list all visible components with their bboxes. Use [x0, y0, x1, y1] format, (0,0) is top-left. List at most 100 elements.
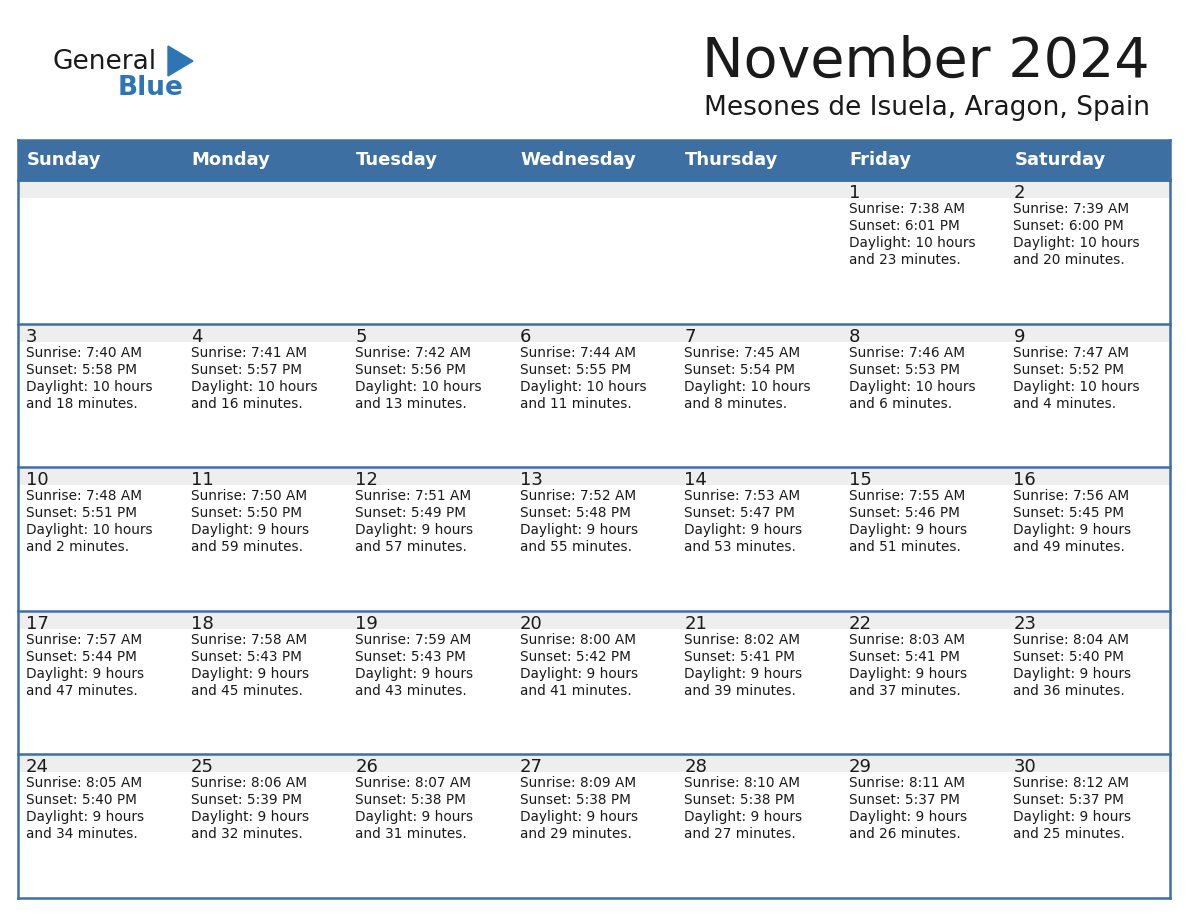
Text: Daylight: 9 hours: Daylight: 9 hours	[26, 811, 144, 824]
Text: Sunset: 5:47 PM: Sunset: 5:47 PM	[684, 506, 795, 521]
Bar	[1005, 486, 1170, 610]
Text: and 34 minutes.: and 34 minutes.	[26, 827, 138, 842]
Text: Monday: Monday	[191, 151, 271, 169]
Bar	[183, 629, 347, 755]
Bar	[347, 341, 512, 467]
Text: and 27 minutes.: and 27 minutes.	[684, 827, 796, 842]
Text: Daylight: 10 hours: Daylight: 10 hours	[26, 380, 152, 394]
Bar	[841, 467, 1005, 486]
Text: Sunrise: 7:39 AM: Sunrise: 7:39 AM	[1013, 202, 1130, 216]
Text: Daylight: 9 hours: Daylight: 9 hours	[519, 666, 638, 681]
Text: Sunset: 6:01 PM: Sunset: 6:01 PM	[849, 219, 960, 233]
Bar	[841, 486, 1005, 610]
Text: Daylight: 9 hours: Daylight: 9 hours	[684, 811, 802, 824]
Text: Sunset: 5:41 PM: Sunset: 5:41 PM	[684, 650, 795, 664]
Text: and 32 minutes.: and 32 minutes.	[190, 827, 302, 842]
Bar	[512, 341, 676, 467]
Text: Daylight: 9 hours: Daylight: 9 hours	[849, 811, 967, 824]
Text: Sunset: 5:43 PM: Sunset: 5:43 PM	[190, 650, 302, 664]
Text: and 18 minutes.: and 18 minutes.	[26, 397, 138, 410]
Text: and 16 minutes.: and 16 minutes.	[190, 397, 302, 410]
Text: and 13 minutes.: and 13 minutes.	[355, 397, 467, 410]
Bar	[18, 486, 183, 610]
Text: Sunrise: 8:07 AM: Sunrise: 8:07 AM	[355, 777, 472, 790]
Text: Sunrise: 7:56 AM: Sunrise: 7:56 AM	[1013, 489, 1130, 503]
Text: 7: 7	[684, 328, 696, 345]
Bar	[18, 772, 183, 898]
Text: Sunset: 5:46 PM: Sunset: 5:46 PM	[849, 506, 960, 521]
Text: Sunrise: 8:04 AM: Sunrise: 8:04 AM	[1013, 633, 1130, 647]
Text: Daylight: 9 hours: Daylight: 9 hours	[849, 666, 967, 681]
Text: Sunrise: 7:57 AM: Sunrise: 7:57 AM	[26, 633, 143, 647]
Text: and 59 minutes.: and 59 minutes.	[190, 540, 303, 554]
Text: 5: 5	[355, 328, 367, 345]
Text: Sunrise: 8:09 AM: Sunrise: 8:09 AM	[519, 777, 636, 790]
Text: and 45 minutes.: and 45 minutes.	[190, 684, 303, 698]
Text: 25: 25	[190, 758, 214, 777]
Bar	[676, 755, 841, 772]
Bar	[347, 198, 512, 324]
Bar	[18, 324, 183, 341]
Text: Sunrise: 7:55 AM: Sunrise: 7:55 AM	[849, 489, 965, 503]
Text: 26: 26	[355, 758, 378, 777]
Bar	[512, 610, 676, 629]
Text: Sunset: 5:56 PM: Sunset: 5:56 PM	[355, 363, 466, 376]
Text: 20: 20	[519, 615, 543, 633]
Text: Sunset: 5:54 PM: Sunset: 5:54 PM	[684, 363, 795, 376]
Text: 23: 23	[1013, 615, 1036, 633]
Bar	[841, 180, 1005, 198]
Text: Sunrise: 7:42 AM: Sunrise: 7:42 AM	[355, 345, 472, 360]
Text: November 2024: November 2024	[702, 35, 1150, 89]
Text: Daylight: 9 hours: Daylight: 9 hours	[1013, 666, 1131, 681]
Text: Sunrise: 7:40 AM: Sunrise: 7:40 AM	[26, 345, 143, 360]
Text: 14: 14	[684, 471, 707, 489]
Text: Blue: Blue	[118, 75, 184, 101]
Text: Daylight: 9 hours: Daylight: 9 hours	[684, 523, 802, 537]
Text: 13: 13	[519, 471, 543, 489]
Text: Sunset: 5:41 PM: Sunset: 5:41 PM	[849, 650, 960, 664]
Text: Daylight: 9 hours: Daylight: 9 hours	[519, 523, 638, 537]
Bar	[1005, 772, 1170, 898]
Bar	[841, 198, 1005, 324]
Text: 15: 15	[849, 471, 872, 489]
Bar	[512, 629, 676, 755]
Bar	[18, 341, 183, 467]
Bar	[183, 324, 347, 341]
Text: Sunset: 5:52 PM: Sunset: 5:52 PM	[1013, 363, 1124, 376]
Text: 9: 9	[1013, 328, 1025, 345]
Text: and 43 minutes.: and 43 minutes.	[355, 684, 467, 698]
Text: Sunrise: 8:06 AM: Sunrise: 8:06 AM	[190, 777, 307, 790]
Text: Daylight: 9 hours: Daylight: 9 hours	[355, 523, 473, 537]
Bar	[676, 180, 841, 198]
Bar	[512, 140, 676, 180]
Text: and 2 minutes.: and 2 minutes.	[26, 540, 129, 554]
Text: Daylight: 9 hours: Daylight: 9 hours	[190, 523, 309, 537]
Text: Sunrise: 8:10 AM: Sunrise: 8:10 AM	[684, 777, 801, 790]
Bar	[1005, 467, 1170, 486]
Bar	[347, 755, 512, 772]
Bar	[18, 467, 183, 486]
Bar	[841, 755, 1005, 772]
Bar	[18, 198, 183, 324]
Text: and 31 minutes.: and 31 minutes.	[355, 827, 467, 842]
Text: Sunset: 5:55 PM: Sunset: 5:55 PM	[519, 363, 631, 376]
Text: Sunrise: 7:53 AM: Sunrise: 7:53 AM	[684, 489, 801, 503]
Text: Sunrise: 7:48 AM: Sunrise: 7:48 AM	[26, 489, 143, 503]
Bar	[676, 629, 841, 755]
Text: Daylight: 9 hours: Daylight: 9 hours	[849, 523, 967, 537]
Bar	[18, 629, 183, 755]
Text: Daylight: 10 hours: Daylight: 10 hours	[849, 236, 975, 250]
Bar	[183, 755, 347, 772]
Text: and 29 minutes.: and 29 minutes.	[519, 827, 632, 842]
Text: Sunset: 5:39 PM: Sunset: 5:39 PM	[190, 793, 302, 808]
Text: Sunset: 5:44 PM: Sunset: 5:44 PM	[26, 650, 137, 664]
Bar	[183, 610, 347, 629]
Text: Sunrise: 8:11 AM: Sunrise: 8:11 AM	[849, 777, 965, 790]
Bar	[183, 341, 347, 467]
Text: and 23 minutes.: and 23 minutes.	[849, 253, 961, 267]
Text: and 49 minutes.: and 49 minutes.	[1013, 540, 1125, 554]
Text: Daylight: 9 hours: Daylight: 9 hours	[1013, 811, 1131, 824]
Bar	[347, 610, 512, 629]
Polygon shape	[168, 46, 192, 76]
Text: 27: 27	[519, 758, 543, 777]
